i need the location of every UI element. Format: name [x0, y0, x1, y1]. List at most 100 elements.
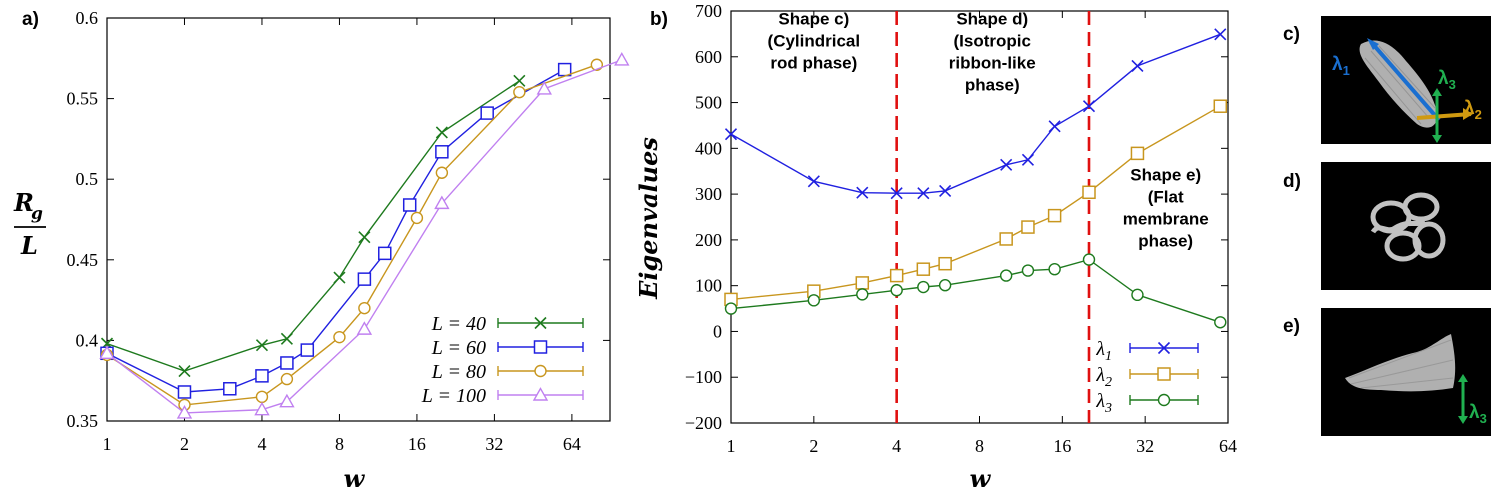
x-tick-label: 64	[1219, 436, 1237, 456]
chart-a-frame	[106, 17, 611, 422]
series-2-point	[999, 232, 1013, 246]
series-1-point	[724, 128, 738, 141]
series-2-point	[1213, 99, 1228, 113]
membrane-shape-image: λ3	[1345, 334, 1487, 426]
series-1-point	[917, 187, 930, 200]
series-1-point	[939, 184, 952, 197]
series-1-line	[730, 33, 1221, 194]
y-tick-label: 0.4	[76, 330, 99, 350]
chart-a: 1 2 4 8 16 32 640.350.40.450.50.550.6 L = 40L …	[13, 8, 630, 493]
chart-b-xlabel: w	[970, 464, 992, 493]
series-4-point	[434, 195, 450, 210]
chart-b-annotations: Shape c) (Cylindrical rod phase) Shape d) (I…	[768, 10, 1209, 251]
series-3-line	[730, 258, 1221, 323]
legend-item-3: λ3	[1095, 390, 1199, 416]
series-4-line	[106, 59, 623, 414]
series-1-point	[255, 339, 269, 352]
legend-label: L = 80	[431, 361, 486, 383]
ribbon-shape-image	[1370, 192, 1446, 262]
x-tick-label: 8	[335, 434, 344, 454]
series-4-point	[614, 51, 630, 66]
y-tick-label: −200	[685, 413, 722, 433]
y-tick-label: 300	[695, 184, 722, 204]
legend-item-1: λ1	[1095, 338, 1199, 364]
legend-marker	[534, 316, 547, 330]
series-1-point	[435, 126, 448, 139]
series-1-point	[807, 175, 820, 188]
phase-annotation-1: Shape c) (Cylindrical rod phase)	[768, 10, 861, 73]
legend-marker	[532, 387, 549, 401]
legend-label: λ2	[1095, 364, 1112, 390]
series-3-point	[1082, 253, 1096, 266]
legend-label: L = 60	[431, 337, 486, 359]
series-2-point	[223, 382, 237, 396]
legend-label: L = 100	[421, 385, 486, 407]
legend-item-1: L = 40	[431, 313, 584, 335]
lambda2-arrow	[1416, 112, 1472, 120]
series-1-line	[106, 80, 520, 372]
x-tick-label: 2	[809, 436, 818, 456]
panel-label-e: e)	[1283, 316, 1300, 337]
lambda3-arrowhead-top	[1432, 88, 1442, 96]
thumbnail-d-ribbon	[1321, 162, 1491, 290]
series-1-point	[178, 364, 191, 378]
series-2-point	[938, 256, 952, 271]
lambda3-arrowhead-e-bottom	[1458, 416, 1468, 424]
legend-item-2: L = 60	[431, 337, 584, 359]
legend-item-3: L = 80	[431, 361, 584, 383]
series-3-point	[856, 288, 869, 301]
series-2-point	[855, 276, 870, 290]
series-4-point	[356, 321, 373, 335]
y-tick-label: 0.5	[76, 169, 99, 189]
panel-label-d: d)	[1283, 171, 1301, 192]
series-2-line	[106, 68, 566, 393]
series-2-point	[1082, 185, 1096, 200]
series-3-point	[255, 390, 269, 404]
chart-a-ylabel-den: L	[20, 231, 38, 260]
y-tick-label: 500	[695, 93, 722, 113]
series-4-point	[536, 81, 552, 95]
series-2-point	[889, 268, 904, 283]
series-2-point	[255, 369, 269, 383]
series-1-point	[280, 332, 293, 345]
series-2-point	[402, 198, 417, 212]
legend-label: L = 40	[431, 313, 486, 335]
series-4-point	[254, 401, 270, 416]
y-tick-label: 400	[695, 138, 722, 158]
series-3-point	[1131, 288, 1144, 302]
thumbnail-c-rod: λ1 λ3 λ2	[1321, 16, 1491, 144]
series-3-point	[999, 269, 1013, 282]
y-tick-label: 0.45	[67, 250, 99, 270]
legend-label: λ3	[1095, 390, 1112, 416]
chart-b: 1 2 4 8 16 32 64 700 600 500 400 300 200 100 0 −100 −200…	[634, 1, 1237, 493]
phase-annotation-3: Shape e) (Flat membrane phase)	[1123, 165, 1209, 250]
series-1-point	[1021, 153, 1035, 166]
series-4-point	[176, 405, 193, 419]
series-4-point	[99, 345, 115, 359]
phase-annotation-2: Shape d) (Isotropic ribbon-like phase)	[949, 10, 1036, 95]
legend-item-2: λ2	[1095, 364, 1199, 390]
series-2-point	[177, 385, 192, 399]
x-tick-label: 16	[1053, 436, 1071, 456]
x-tick-label: 1	[103, 434, 112, 454]
series-3-point	[917, 280, 930, 294]
panel-label-a: a)	[22, 9, 39, 30]
series-3-point	[1021, 264, 1035, 277]
chart-a-ticks: 1 2 4 8 16 32 64 0.35 0.4 0.45 0.5 0.55 0.6	[67, 8, 610, 454]
chart-a-ylabel: R g L	[13, 188, 46, 260]
legend-label: λ1	[1095, 338, 1112, 364]
lambda3-label-e: λ3	[1469, 402, 1487, 426]
lambda1-arrowhead	[1367, 38, 1379, 50]
ribbon-mesh	[1370, 192, 1446, 262]
x-tick-label: 16	[408, 434, 426, 454]
series-3	[724, 253, 1227, 329]
series-4	[99, 51, 630, 419]
legend-marker	[1157, 367, 1171, 381]
chart-a-xlabel: w	[344, 464, 366, 493]
series-1-point	[358, 231, 371, 244]
series-3-point	[1214, 316, 1227, 329]
chart-a-ylabel-R: R	[13, 188, 34, 217]
x-tick-label: 1	[727, 436, 736, 456]
chart-a-legend: L = 40L = 60L = 80L = 100	[421, 313, 584, 407]
